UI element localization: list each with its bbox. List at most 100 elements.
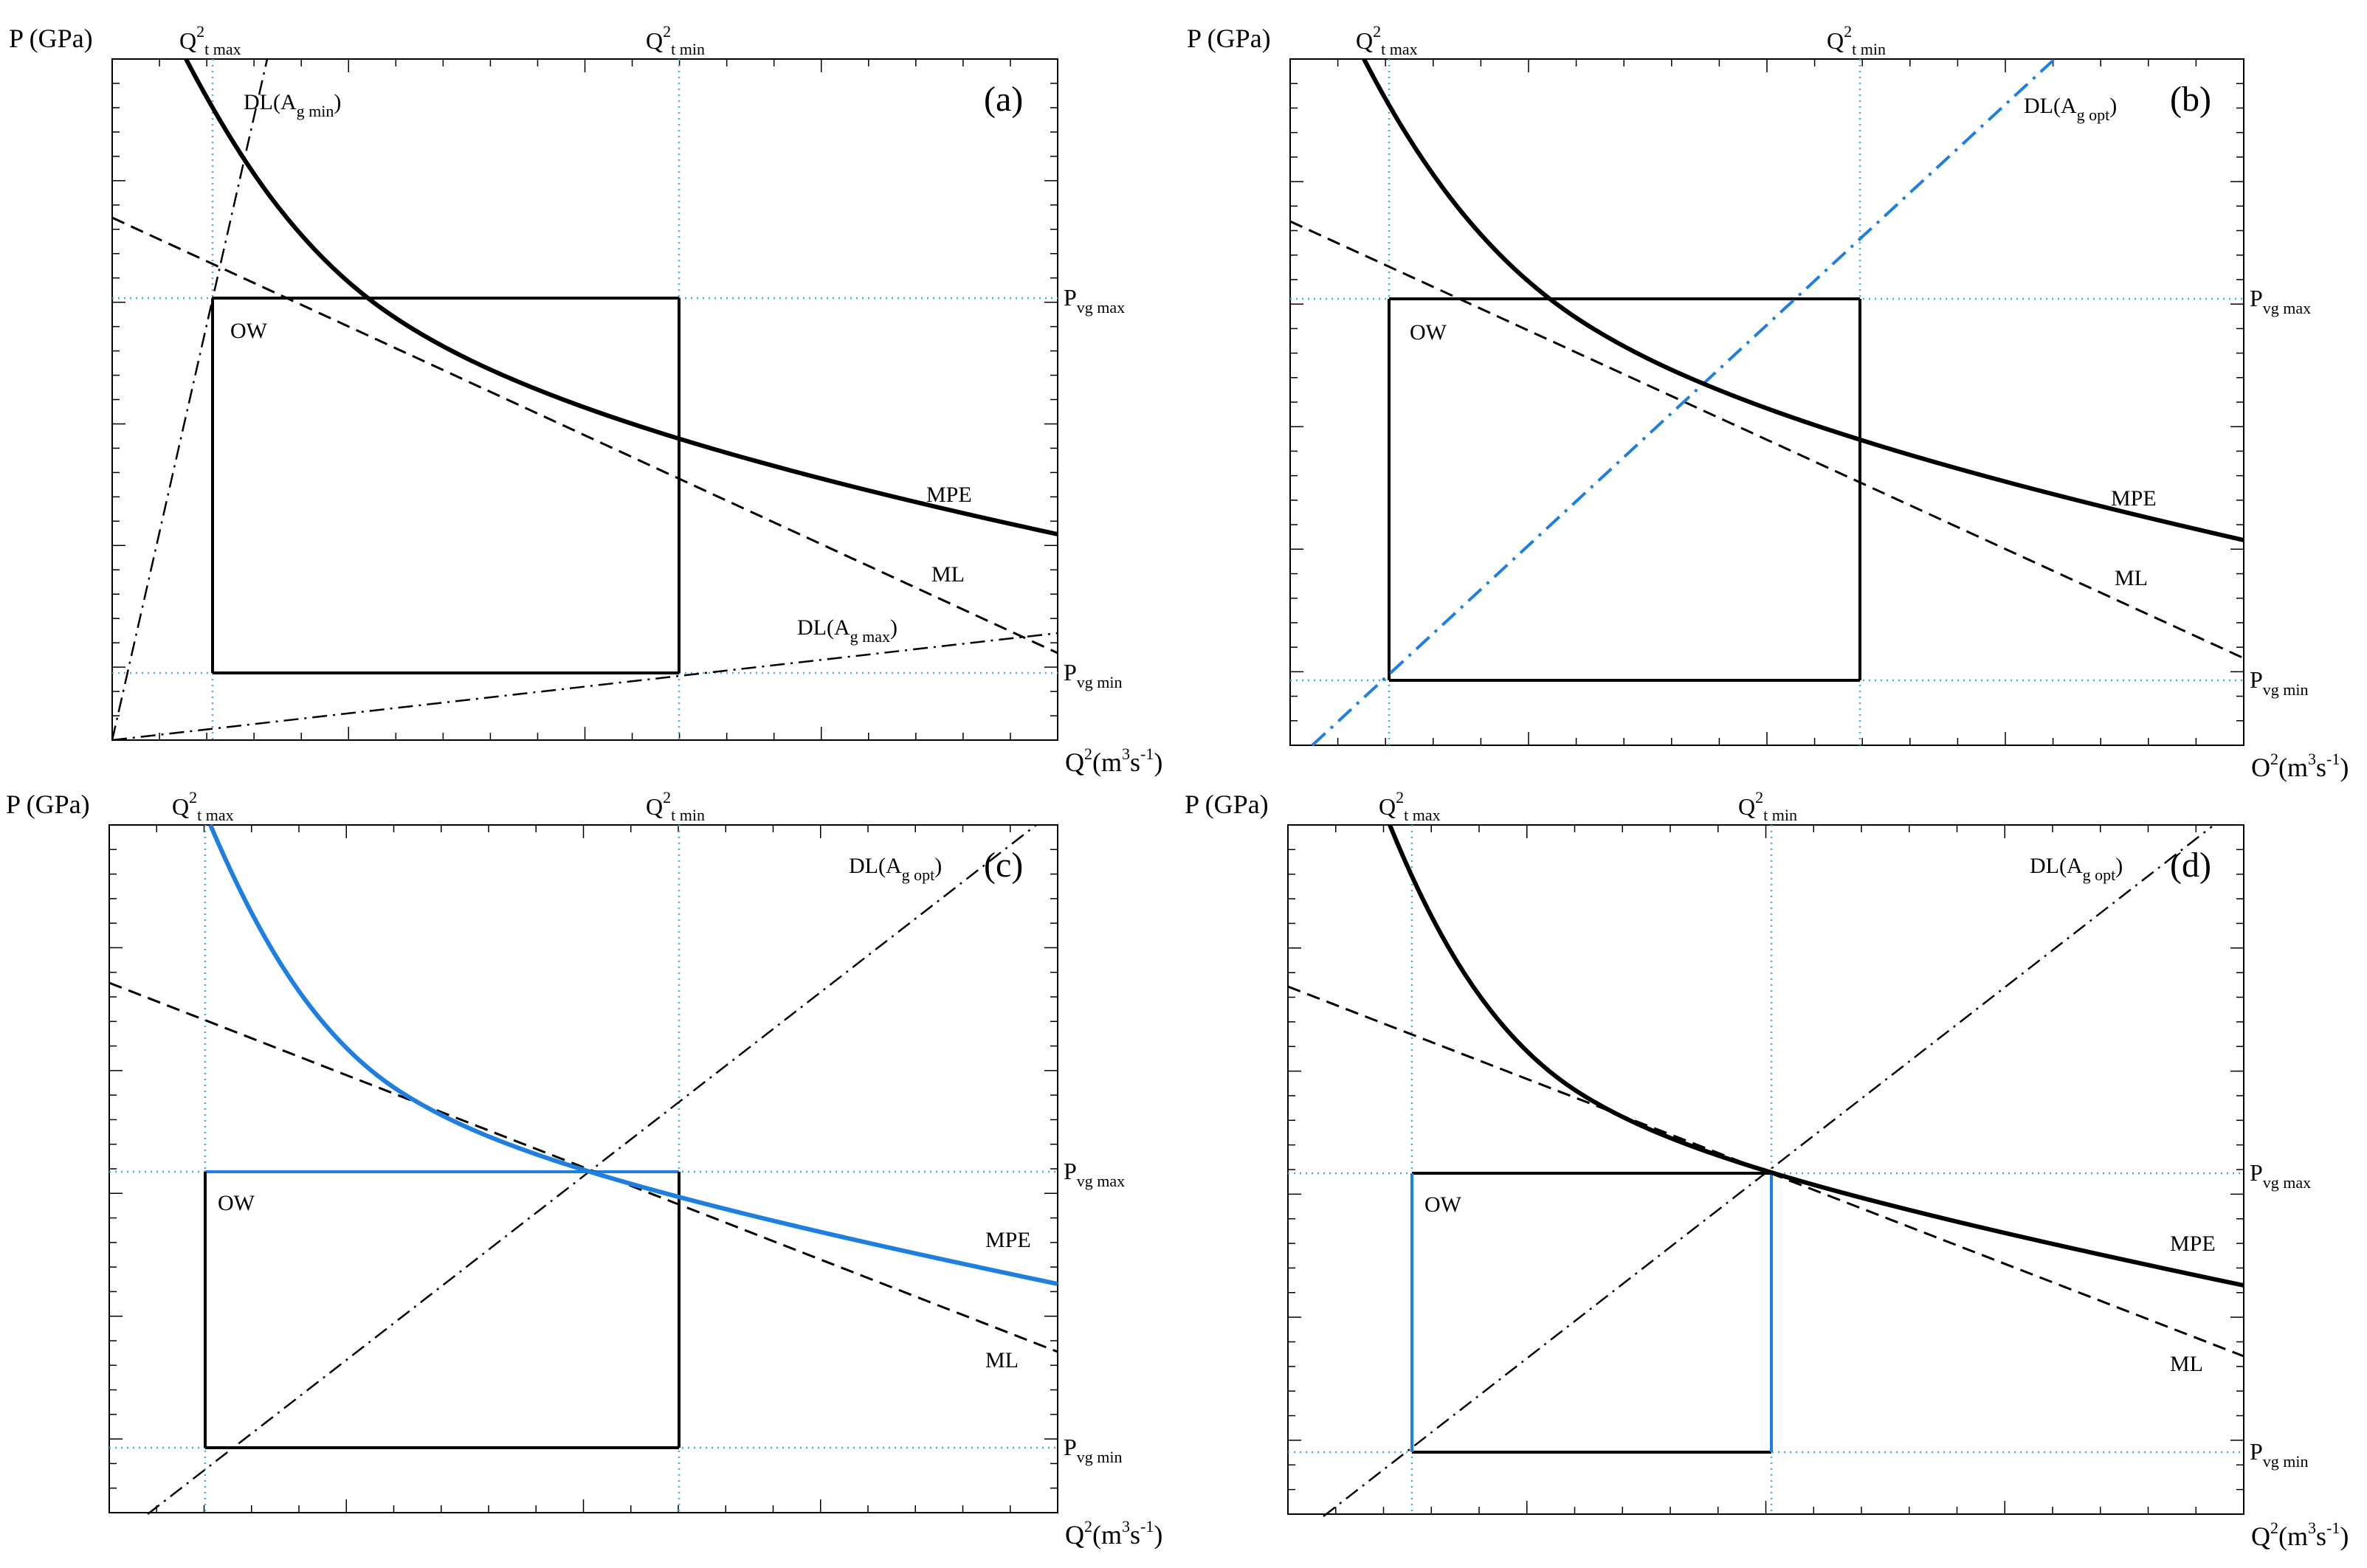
pvg-min-label-part-0: P [1064,1434,1077,1460]
q-tmax-label-part-0: Q [179,27,196,54]
dl-label-0-part-1: g opt [2077,106,2110,124]
y-axis-title-part-0: P (GPa) [1187,24,1271,53]
x-axis-title-part-3: 3 [1122,1517,1130,1536]
q-tmin-label-part-1: 2 [1844,22,1852,41]
x-axis-title-part-1: 2 [2270,1519,2278,1537]
x-axis-title-part-0: Q [2251,1522,2270,1551]
dl-label-0: DL(Ag opt) [2030,854,2123,884]
q-tmin-label-part-2: t min [671,40,705,58]
pvg-max-label: Pvg max [2250,285,2311,317]
q-tmax-label-part-0: Q [1356,27,1373,54]
pvg-min-label-part-1: vg min [1077,673,1123,691]
x-axis-title: Q2(m3s-1) [1065,1517,1162,1550]
pvg-max-label: Pvg max [1064,284,1125,317]
dl-label-0: DL(Ag opt) [2024,94,2117,124]
dl-line-0 [111,58,269,741]
q-tmin-label-part-2: t min [1852,40,1886,58]
plot-frame [1289,58,2244,746]
q-tmin-label-part-1: 2 [1755,788,1763,807]
dl-label-0-part-2: ) [934,854,942,878]
dl-label-0-part-2: ) [2115,854,2123,878]
mpe-label: MPE [926,483,972,507]
plot-frame [111,58,1058,741]
x-axis-title-part-5: -1 [1140,745,1154,763]
panel-letter: (b) [2170,80,2211,119]
panel-letter-part-0: (a) [984,80,1023,119]
x-axis-title-part-4: s [1130,747,1140,777]
dl-label-0-part-0: DL(A [244,90,297,114]
y-axis-title-part-0: P (GPa) [1185,790,1269,819]
q-tmax-label: Q2t max [1379,788,1441,824]
panel-letter-part-0: (d) [2170,846,2211,885]
ml-label-part-0: ML [931,562,965,587]
x-axis-title-part-3: 3 [1122,745,1130,763]
q-tmax-label-part-2: t max [1404,806,1441,824]
pvg-max-label: Pvg max [2250,1159,2311,1192]
pvg-min-label-part-0: P [2250,1438,2263,1465]
dl-label-0-part-1: g opt [902,866,935,884]
ml-label: ML [2170,1352,2203,1376]
dl-label-1-part-0: DL(A [797,615,850,640]
ml-label-part-0: ML [2170,1352,2203,1376]
q-tmin-label-part-1: 2 [663,22,671,41]
pvg-min-label-part-0: P [1064,659,1077,685]
ml-line [1289,220,2244,660]
mpe-curve [184,58,1058,536]
q-tmax-label: Q2t max [172,788,234,824]
ow-label: OW [1410,320,1447,345]
ow-label-part-0: OW [1424,1192,1462,1217]
panel-letter: (d) [2170,846,2211,885]
mpe-curve [208,823,1058,1286]
x-axis-title-part-1: 2 [2270,750,2278,768]
pvg-min-label: Pvg min [1064,1434,1123,1466]
pvg-max-label-part-1: vg max [2263,299,2311,317]
pvg-min-label-part-1: vg min [2263,680,2309,699]
q-tmax-label: Q2t max [1356,22,1418,58]
q-tmax-label-part-1: 2 [189,788,197,807]
dl-label-1-part-1: g max [850,627,890,646]
panel-letter-part-0: (b) [2170,80,2211,119]
x-axis-title: O2(m3s-1) [2251,750,2349,782]
dl-label-0-part-0: DL(A [2030,854,2083,878]
pvg-min-label-part-1: vg min [1077,1448,1123,1466]
ow-label-part-0: OW [230,319,268,343]
mpe-label: MPE [2170,1232,2216,1256]
x-axis-title-part-6: ) [1154,747,1162,777]
mpe-curve [1362,58,2244,542]
q-tmin-label: Q2t min [646,22,705,58]
q-tmin-label-part-2: t min [671,806,705,824]
ml-label: ML [2115,566,2148,590]
x-axis-title-part-4: s [2316,753,2326,782]
x-axis-title-part-2: (m [1092,747,1122,777]
pvg-max-label-part-1: vg max [1077,298,1125,317]
ow-label: OW [218,1191,255,1215]
dl-label-0-part-1: g min [297,102,334,120]
y-axis-title: P (GPa) [1185,790,1269,819]
x-axis-title-part-4: s [2316,1522,2326,1551]
panel-letter-part-0: (c) [984,846,1023,885]
pvg-max-label-part-0: P [1064,1158,1077,1184]
x-axis-title-part-6: ) [2340,753,2349,782]
pvg-max-label-part-0: P [1064,284,1077,311]
mpe-label: MPE [2111,486,2157,511]
dl-label-0-part-1: g opt [2083,866,2116,884]
x-axis-title: Q2(m3s-1) [2251,1519,2349,1551]
q-tmax-label-part-0: Q [172,793,189,820]
pvg-max-label-part-1: vg max [1077,1172,1125,1190]
x-axis-title-part-5: -1 [2326,750,2340,768]
x-axis-title-part-6: ) [1154,1520,1162,1550]
y-axis-title: P (GPa) [1187,24,1271,53]
q-tmax-label-part-2: t max [204,40,241,58]
dl-label-0: DL(Ag opt) [849,854,942,884]
x-axis-title-part-2: (m [1092,1520,1122,1550]
dl-line-1 [111,632,1058,742]
pvg-min-label: Pvg min [1064,659,1123,691]
q-tmax-label-part-1: 2 [196,22,204,41]
y-axis-title-part-0: P (GPa) [9,24,93,53]
dl-label-0: DL(Ag min) [244,90,341,120]
pvg-max-label-part-0: P [2250,1159,2263,1186]
y-axis-title: P (GPa) [6,790,90,819]
y-axis-title-part-0: P (GPa) [6,790,90,819]
